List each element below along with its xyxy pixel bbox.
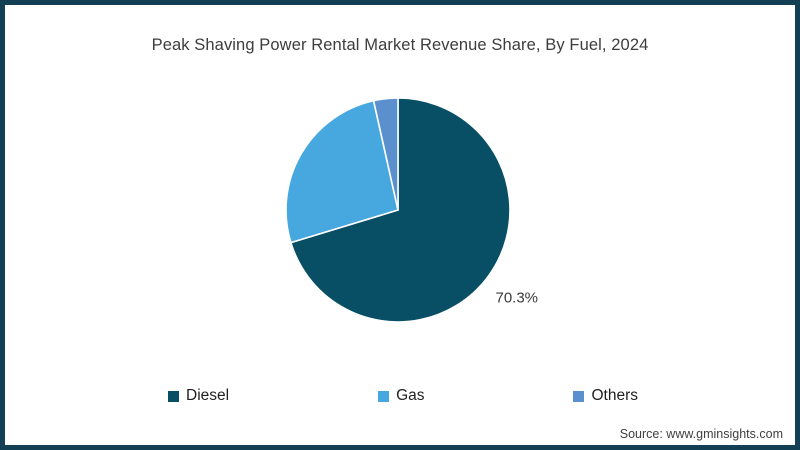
legend-item-gas[interactable]: Gas bbox=[378, 387, 425, 405]
legend-item-others[interactable]: Others bbox=[573, 387, 638, 405]
source-attribution: Source: www.gminsights.com bbox=[619, 427, 783, 441]
gas-legend-label: Gas bbox=[396, 387, 425, 404]
pie-slice-diesel[interactable] bbox=[290, 97, 511, 323]
others-legend-swatch bbox=[573, 390, 585, 402]
diesel-slice-data-label: 70.3% bbox=[495, 289, 539, 307]
pie-chart[interactable] bbox=[278, 90, 518, 330]
chart-title: Peak Shaving Power Rental Market Revenue… bbox=[151, 36, 649, 54]
others-legend-label: Others bbox=[591, 387, 638, 404]
pie-svg[interactable] bbox=[278, 90, 518, 330]
gas-legend-swatch bbox=[378, 390, 390, 402]
pie-slice-others[interactable] bbox=[372, 97, 399, 211]
pie-slice-gas[interactable] bbox=[285, 99, 399, 244]
diesel-legend-swatch bbox=[168, 390, 179, 402]
chart-legend: Diesel Gas Others bbox=[168, 387, 638, 405]
legend-item-diesel[interactable]: Diesel bbox=[168, 387, 229, 405]
diesel-legend-label: Diesel bbox=[186, 387, 230, 404]
